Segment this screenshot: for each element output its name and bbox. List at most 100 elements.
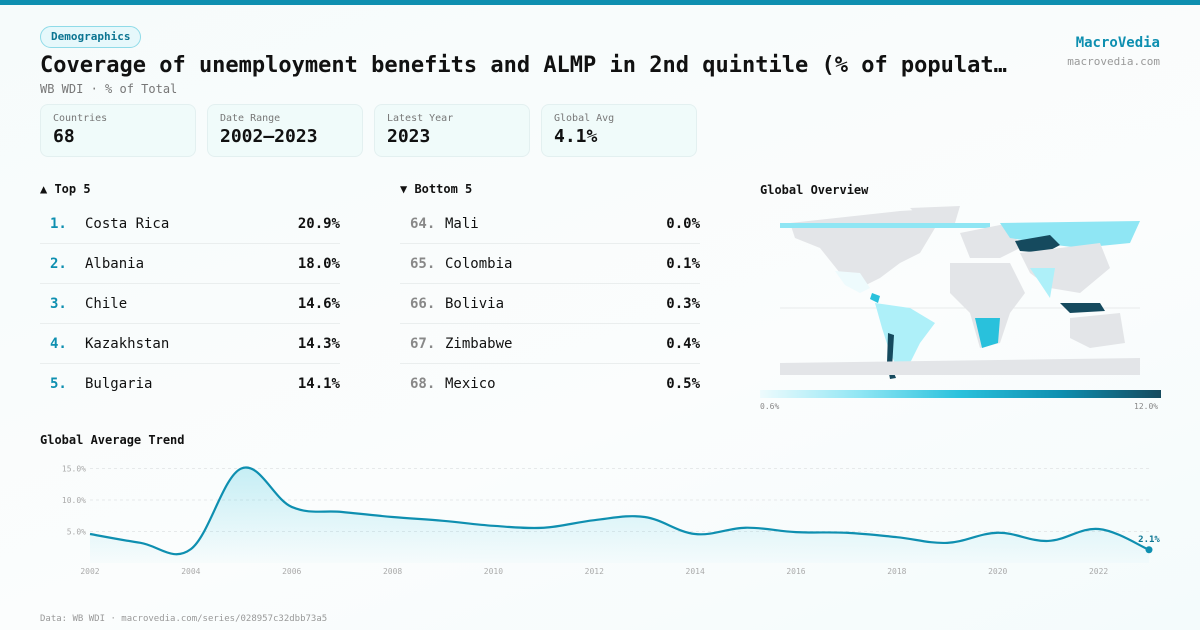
last-point-label: 2.1% xyxy=(1138,535,1160,545)
map-title: Global Overview xyxy=(760,183,869,197)
rank-number: 2. xyxy=(50,255,67,272)
country-name: Bulgaria xyxy=(85,376,153,392)
rank-number: 4. xyxy=(50,335,67,352)
map-europe[interactable] xyxy=(960,223,1020,258)
map-greenland[interactable] xyxy=(910,206,960,228)
list-item[interactable]: 67. Zimbabwe 0.4% xyxy=(400,324,700,364)
map-kazakhstan[interactable] xyxy=(1015,235,1060,253)
stat-value: 2002–2023 xyxy=(220,126,318,147)
trend-line xyxy=(89,466,1150,556)
country-name: Kazakhstan xyxy=(85,335,170,352)
x-tick-label: 2012 xyxy=(585,567,604,576)
rank-number: 67. xyxy=(410,335,436,352)
top5-list: ▲ Top 5 1. Costa Rica 20.9% 2. Albania 18.0% 3… xyxy=(40,182,340,404)
rank-number: 5. xyxy=(50,376,67,392)
bottom5-title: ▼ Bottom 5 xyxy=(400,182,473,196)
map-africa[interactable] xyxy=(950,263,1025,348)
country-name: Colombia xyxy=(445,255,513,272)
list-item[interactable]: 3. Chile 14.6% xyxy=(40,284,340,324)
trend-area xyxy=(90,467,1149,563)
map-mexico[interactable] xyxy=(835,271,870,293)
world-map[interactable] xyxy=(760,203,1161,383)
stat-value: 68 xyxy=(53,126,75,147)
country-value: 0.5% xyxy=(666,376,700,392)
country-value: 0.0% xyxy=(666,215,700,232)
rank-number: 66. xyxy=(410,295,436,312)
country-name: Chile xyxy=(85,295,128,312)
list-item[interactable]: 4. Kazakhstan 14.3% xyxy=(40,324,340,364)
country-value: 14.1% xyxy=(297,376,340,392)
country-value: 14.3% xyxy=(297,335,340,352)
stat-date-range: Date Range 2002–2023 xyxy=(207,104,363,157)
x-tick-label: 2018 xyxy=(887,567,906,576)
x-tick-label: 2010 xyxy=(484,567,503,576)
list-item[interactable]: 2. Albania 18.0% xyxy=(40,244,340,284)
stat-global-avg: Global Avg 4.1% xyxy=(541,104,697,157)
country-value: 18.0% xyxy=(297,255,340,272)
stat-label: Global Avg xyxy=(554,113,615,124)
map-indonesia[interactable] xyxy=(1060,303,1105,313)
x-tick-label: 2016 xyxy=(786,567,805,576)
last-point-marker[interactable] xyxy=(1145,546,1153,554)
footer-source: Data: WB WDI · macrovedia.com/series/028… xyxy=(40,614,328,624)
category-badge[interactable]: Demographics xyxy=(40,26,142,48)
rank-number: 1. xyxy=(50,215,67,232)
map-antarctica[interactable] xyxy=(780,358,1140,375)
stats-row: Countries 68 Date Range 2002–2023 Latest Y… xyxy=(40,104,697,157)
country-name: Albania xyxy=(85,255,145,272)
x-tick-label: 2014 xyxy=(686,567,705,576)
x-tick-label: 2022 xyxy=(1089,567,1108,576)
brand-name[interactable]: MacroVedia xyxy=(1075,35,1160,51)
country-name: Mexico xyxy=(445,376,496,392)
country-value: 0.1% xyxy=(666,255,700,272)
map-southern-africa[interactable] xyxy=(975,318,1000,348)
page-subtitle: WB WDI · % of Total xyxy=(40,82,178,96)
top5-title: ▲ Top 5 xyxy=(40,182,91,196)
brand-url[interactable]: macrovedia.com xyxy=(1067,55,1160,68)
brand: MacroVedia macrovedia.com xyxy=(1067,35,1160,68)
stat-countries: Countries 68 xyxy=(40,104,196,157)
list-item[interactable]: 65. Colombia 0.1% xyxy=(400,244,700,284)
map-color-legend xyxy=(760,390,1161,398)
bottom5-list: ▼ Bottom 5 64. Mali 0.0% 65. Colombia 0.1% 66.… xyxy=(400,182,700,404)
stat-value: 4.1% xyxy=(554,126,598,147)
rank-number: 65. xyxy=(410,255,436,272)
list-item[interactable]: 1. Costa Rica 20.9% xyxy=(40,204,340,244)
list-item[interactable]: 66. Bolivia 0.3% xyxy=(400,284,700,324)
stat-value: 2023 xyxy=(387,126,431,147)
top-accent-bar xyxy=(0,0,1200,5)
list-item[interactable]: 5. Bulgaria 14.1% xyxy=(40,364,340,404)
country-name: Zimbabwe xyxy=(445,335,513,352)
list-item[interactable]: 64. Mali 0.0% xyxy=(400,204,700,244)
map-australia[interactable] xyxy=(1070,313,1125,348)
country-value: 20.9% xyxy=(297,215,340,232)
x-tick-label: 2006 xyxy=(282,567,301,576)
trend-chart: 5.0% 10.0% 15.0% 2002 2004 2006 2008 2010 2012 20… xyxy=(62,465,1161,577)
list-item[interactable]: 68. Mexico 0.5% xyxy=(400,364,700,404)
rank-number: 3. xyxy=(50,295,67,312)
country-value: 0.4% xyxy=(666,335,700,352)
map-costa-rica[interactable] xyxy=(870,293,880,303)
rank-number: 64. xyxy=(410,215,436,232)
map-south-america[interactable] xyxy=(875,303,935,373)
x-tick-label: 2002 xyxy=(80,567,99,576)
legend-max-label: 12.0% xyxy=(1134,402,1159,411)
map-greenland-band[interactable] xyxy=(780,223,990,228)
stat-label: Latest Year xyxy=(387,113,454,124)
country-value: 14.6% xyxy=(297,295,340,312)
country-name: Mali xyxy=(445,215,479,232)
legend-min-label: 0.6% xyxy=(760,402,780,411)
trend-title: Global Average Trend xyxy=(40,433,185,447)
y-tick-label: 5.0% xyxy=(67,528,86,537)
x-tick-label: 2008 xyxy=(383,567,402,576)
y-tick-label: 15.0% xyxy=(62,465,86,474)
y-tick-label: 10.0% xyxy=(62,496,86,505)
stat-label: Date Range xyxy=(220,113,281,124)
stat-latest-year: Latest Year 2023 xyxy=(374,104,530,157)
country-name: Bolivia xyxy=(445,295,505,312)
x-tick-label: 2004 xyxy=(181,567,200,576)
stat-label: Countries xyxy=(53,113,108,124)
map-india[interactable] xyxy=(1030,268,1055,298)
country-value: 0.3% xyxy=(666,295,700,312)
page-title: Coverage of unemployment benefits and AL… xyxy=(40,53,1010,78)
